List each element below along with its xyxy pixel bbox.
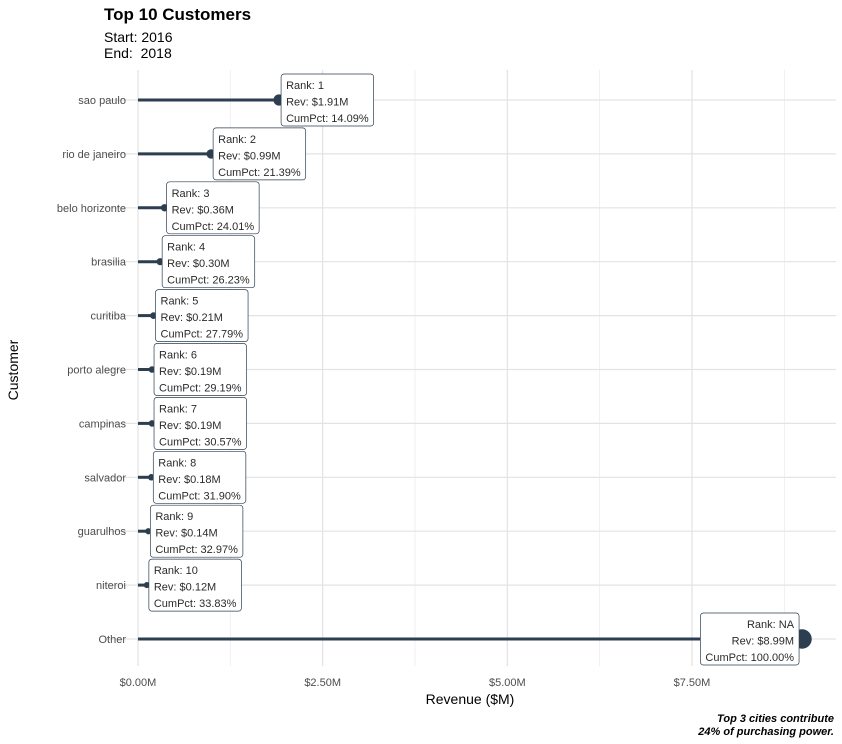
y-tick-label: salvador bbox=[84, 472, 126, 484]
data-label-text: CumPct: 29.19% bbox=[159, 383, 242, 395]
x-axis-title: Revenue ($M) bbox=[426, 691, 515, 707]
data-label-text: CumPct: 14.09% bbox=[286, 113, 369, 125]
data-label-text: CumPct: 100.00% bbox=[705, 652, 794, 664]
data-label: Rank: 1 Rev: $1.91M CumPct: 14.09% bbox=[280, 73, 374, 127]
lollipop-point bbox=[148, 420, 156, 427]
chart-title: Top 10 Customers bbox=[104, 5, 252, 24]
y-tick-label: curitiba bbox=[91, 311, 127, 323]
data-label-text: Rank: 1 bbox=[286, 80, 324, 92]
data-label-text: CumPct: 33.83% bbox=[154, 598, 237, 610]
data-label: Rank: 3 Rev: $0.36M CumPct: 24.01% bbox=[166, 181, 260, 235]
y-tick-label: rio de janeiro bbox=[62, 149, 126, 161]
data-label: Rank: NA Rev: $8.99M CumPct: 100.00% bbox=[700, 612, 800, 666]
y-tick-label: campinas bbox=[79, 418, 127, 430]
lollipop-point bbox=[143, 582, 150, 589]
data-label: Rank: 7 Rev: $0.19M CumPct: 30.57% bbox=[153, 397, 247, 450]
lollipop-point bbox=[145, 528, 152, 535]
x-tick-label: $0.00M bbox=[120, 677, 157, 689]
axis-layer: $0.00M $2.50M $5.00M $7.50M sao paulo rio de … bbox=[57, 95, 710, 689]
data-label-text: Rev: $0.21M bbox=[161, 312, 223, 324]
y-tick-label: niteroi bbox=[96, 580, 126, 592]
y-tick-label: guarulhos bbox=[78, 526, 127, 538]
y-tick-label: belo horizonte bbox=[57, 203, 126, 215]
y-tick-label: sao paulo bbox=[78, 95, 126, 107]
data-label-text: Rev: $0.19M bbox=[159, 366, 221, 378]
y-tick-label: porto alegre bbox=[67, 365, 126, 377]
data-label-text: Rank: 6 bbox=[159, 350, 197, 362]
data-label-text: Rev: $0.14M bbox=[155, 528, 217, 540]
data-label-text: CumPct: 32.97% bbox=[155, 544, 238, 556]
data-label-text: Rev: $0.19M bbox=[159, 420, 221, 432]
data-label-text: Rank: 5 bbox=[161, 296, 199, 308]
data-label-text: Rank: 7 bbox=[159, 403, 197, 415]
data-label-text: Rev: $0.99M bbox=[218, 150, 280, 162]
y-axis-title: Customer bbox=[5, 339, 21, 400]
data-label: Rank: 5 Rev: $0.21M CumPct: 27.79% bbox=[155, 289, 249, 342]
x-tick-label: $7.50M bbox=[674, 677, 711, 689]
data-label-text: Rank: 2 bbox=[218, 134, 256, 146]
data-label-text: Rank: 8 bbox=[158, 457, 196, 469]
data-label: Rank: 4 Rev: $0.30M CumPct: 26.23% bbox=[161, 235, 256, 289]
data-label-text: Rank: 10 bbox=[154, 565, 198, 577]
data-label: Rank: 6 Rev: $0.19M CumPct: 29.19% bbox=[153, 343, 247, 396]
chart-subtitle-end: End: 2018 bbox=[104, 45, 172, 61]
caption-line-1: Top 3 cities contribute bbox=[717, 713, 834, 725]
data-label-text: Rev: $1.91M bbox=[286, 97, 348, 109]
data-label-text: Rev: $8.99M bbox=[732, 636, 794, 648]
data-label: Rank: 2 Rev: $0.99M CumPct: 21.39% bbox=[212, 127, 307, 181]
data-label-text: Rank: 4 bbox=[167, 242, 205, 254]
chart-subtitle-start: Start: 2016 bbox=[104, 29, 173, 45]
data-label-text: CumPct: 21.39% bbox=[218, 167, 301, 179]
data-label: Rank: 10 Rev: $0.12M CumPct: 33.83% bbox=[148, 558, 242, 612]
data-label-text: CumPct: 27.79% bbox=[161, 329, 244, 341]
data-label-text: Rev: $0.30M bbox=[167, 258, 229, 270]
data-label-text: Rank: 9 bbox=[155, 511, 193, 523]
y-tick-label: Other bbox=[98, 634, 126, 646]
data-label-text: Rank: NA bbox=[747, 619, 795, 631]
data-label-text: CumPct: 31.90% bbox=[158, 490, 241, 502]
data-label: Rank: 9 Rev: $0.14M CumPct: 32.97% bbox=[149, 504, 244, 558]
chart-title-block: Top 10 Customers Start: 2016 End: 2018 bbox=[104, 5, 251, 61]
data-label-text: CumPct: 24.01% bbox=[172, 221, 255, 233]
x-tick-label: $5.00M bbox=[489, 677, 526, 689]
lollipop-point bbox=[148, 366, 156, 373]
lollipop-point bbox=[148, 474, 155, 481]
data-label-text: Rev: $0.36M bbox=[172, 204, 234, 216]
data-label-text: CumPct: 30.57% bbox=[159, 436, 242, 448]
data-label-text: Rev: $0.12M bbox=[154, 582, 216, 594]
data-label: Rank: 8 Rev: $0.18M CumPct: 31.90% bbox=[152, 450, 247, 504]
y-tick-label: brasilia bbox=[91, 257, 127, 269]
data-label-text: Rank: 3 bbox=[172, 188, 210, 200]
x-tick-label: $2.50M bbox=[304, 677, 341, 689]
data-label-text: CumPct: 26.23% bbox=[167, 275, 250, 287]
caption-line-2: 24% of purchasing power. bbox=[697, 726, 834, 738]
data-label-text: Rev: $0.18M bbox=[158, 474, 220, 486]
